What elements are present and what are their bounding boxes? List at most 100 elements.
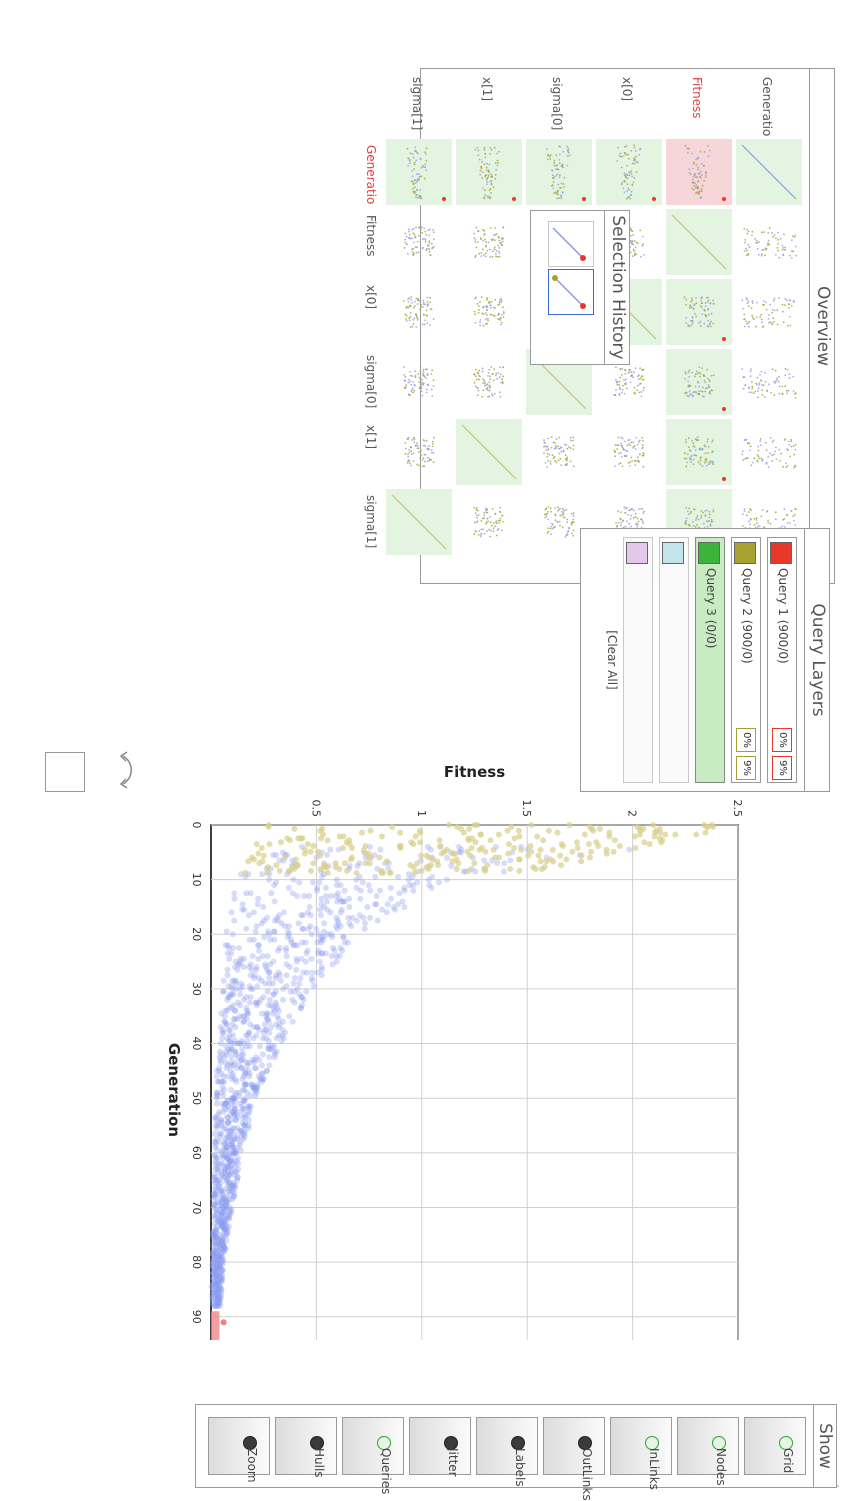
toggle-labels-button[interactable]: Labels [476, 1417, 538, 1487]
data-point [511, 844, 518, 851]
matrix-cell[interactable] [456, 419, 522, 485]
matrix-cell[interactable] [456, 139, 522, 205]
matrix-cell[interactable] [456, 349, 522, 415]
blank-checkbox[interactable] [45, 752, 85, 792]
toggle-grid-button[interactable]: Grid [744, 1417, 806, 1475]
matrix-cell[interactable] [526, 489, 592, 555]
data-point [209, 1250, 216, 1257]
matrix-cell[interactable] [596, 349, 662, 415]
matrix-cell[interactable] [386, 209, 452, 275]
data-point [501, 860, 508, 867]
fitness-generation-plot[interactable]: 0 10 20 30 40 50 60 70 80 90 0.5 1 1.5 2 2.5 Generation… [143, 730, 783, 1340]
query-color-swatch[interactable] [626, 542, 648, 564]
data-point [214, 1267, 221, 1274]
data-point [213, 1229, 220, 1236]
data-point [216, 1259, 223, 1266]
selection-history-item[interactable] [548, 221, 594, 267]
toggle-queries-button[interactable]: Queries [342, 1417, 404, 1494]
data-point [245, 1010, 252, 1017]
x-tick-label: 40 [190, 1037, 203, 1051]
data-point [218, 1267, 225, 1274]
matrix-cell[interactable] [736, 209, 802, 275]
data-point [253, 999, 260, 1006]
data-point [319, 950, 326, 957]
data-point [557, 852, 564, 859]
data-point [218, 1130, 225, 1137]
matrix-cell[interactable] [456, 489, 522, 555]
data-point [597, 825, 604, 832]
data-point [216, 1138, 223, 1145]
toggle-inlinks-button[interactable]: InLinks [610, 1417, 672, 1490]
query-color-swatch[interactable] [734, 542, 756, 564]
toggle-outlinks-button[interactable]: OutLinks [543, 1417, 605, 1501]
matrix-cell[interactable] [386, 489, 452, 555]
data-point [231, 1185, 238, 1192]
matrix-cell[interactable] [456, 209, 522, 275]
data-point [636, 831, 643, 838]
matrix-cell[interactable] [386, 349, 452, 415]
rotate-axes-icon[interactable] [109, 748, 153, 792]
data-point [258, 1078, 265, 1085]
matrix-cell[interactable] [596, 139, 662, 205]
data-point [354, 862, 361, 869]
matrix-row-label[interactable]: sigma[1] [410, 77, 424, 131]
query-color-swatch[interactable] [770, 542, 792, 564]
matrix-cell[interactable] [666, 349, 732, 415]
matrix-cell[interactable] [386, 419, 452, 485]
data-point [268, 890, 275, 897]
matrix-cell[interactable] [736, 139, 802, 205]
matrix-cell[interactable] [666, 279, 732, 345]
data-point [245, 858, 252, 865]
matrix-cell[interactable] [386, 139, 452, 205]
data-point [247, 972, 254, 979]
toggle-nodes-button[interactable]: Nodes [677, 1417, 739, 1486]
data-point [309, 969, 316, 976]
data-point [277, 977, 284, 984]
data-point [214, 1275, 221, 1282]
matrix-cell[interactable] [456, 279, 522, 345]
matrix-row-label[interactable]: Generatio [760, 77, 774, 137]
selection-history-item-current[interactable] [548, 269, 594, 315]
matrix-row-label[interactable]: sigma[0] [550, 77, 564, 131]
matrix-column-label[interactable]: sigma[1] [364, 495, 378, 549]
query-color-swatch[interactable] [698, 542, 720, 564]
data-point [212, 1138, 219, 1145]
matrix-cell[interactable] [666, 419, 732, 485]
toggle-hulls-button[interactable]: Hulls [275, 1417, 337, 1478]
matrix-column-label[interactable]: x[0] [364, 285, 378, 310]
data-point [588, 848, 595, 855]
data-point [210, 1231, 217, 1238]
matrix-cell[interactable] [666, 139, 732, 205]
data-point [224, 1179, 231, 1186]
data-point [251, 1065, 258, 1072]
matrix-cell[interactable] [386, 279, 452, 345]
data-point [214, 1286, 221, 1293]
matrix-row-label[interactable]: x[0] [620, 77, 634, 102]
matrix-cell[interactable] [736, 419, 802, 485]
data-point [213, 1297, 220, 1304]
matrix-cell[interactable] [736, 279, 802, 345]
matrix-cell[interactable] [526, 419, 592, 485]
data-point [221, 1245, 228, 1252]
toggle-jitter-button[interactable]: Jitter [409, 1417, 471, 1477]
matrix-row-label[interactable]: x[1] [480, 77, 494, 102]
query-color-swatch[interactable] [662, 542, 684, 564]
matrix-column-label[interactable]: sigma[0] [364, 355, 378, 409]
matrix-cell[interactable] [596, 419, 662, 485]
toggle-zoom-button[interactable]: Zoom [208, 1417, 270, 1483]
matrix-cell[interactable] [666, 209, 732, 275]
plot-area[interactable] [210, 824, 739, 1340]
data-point [231, 1171, 238, 1178]
data-point [232, 1117, 239, 1124]
matrix-column-label[interactable]: Generatio [364, 145, 378, 205]
data-point [210, 1190, 217, 1197]
matrix-cell[interactable] [526, 139, 592, 205]
data-point [353, 869, 360, 876]
matrix-row-label[interactable]: Fitness [690, 77, 704, 119]
matrix-cell[interactable] [736, 349, 802, 415]
matrix-column-label[interactable]: Fitness [364, 215, 378, 257]
data-point [337, 944, 344, 951]
data-point [269, 1010, 276, 1017]
matrix-column-label[interactable]: x[1] [364, 425, 378, 450]
data-point [218, 1209, 225, 1216]
